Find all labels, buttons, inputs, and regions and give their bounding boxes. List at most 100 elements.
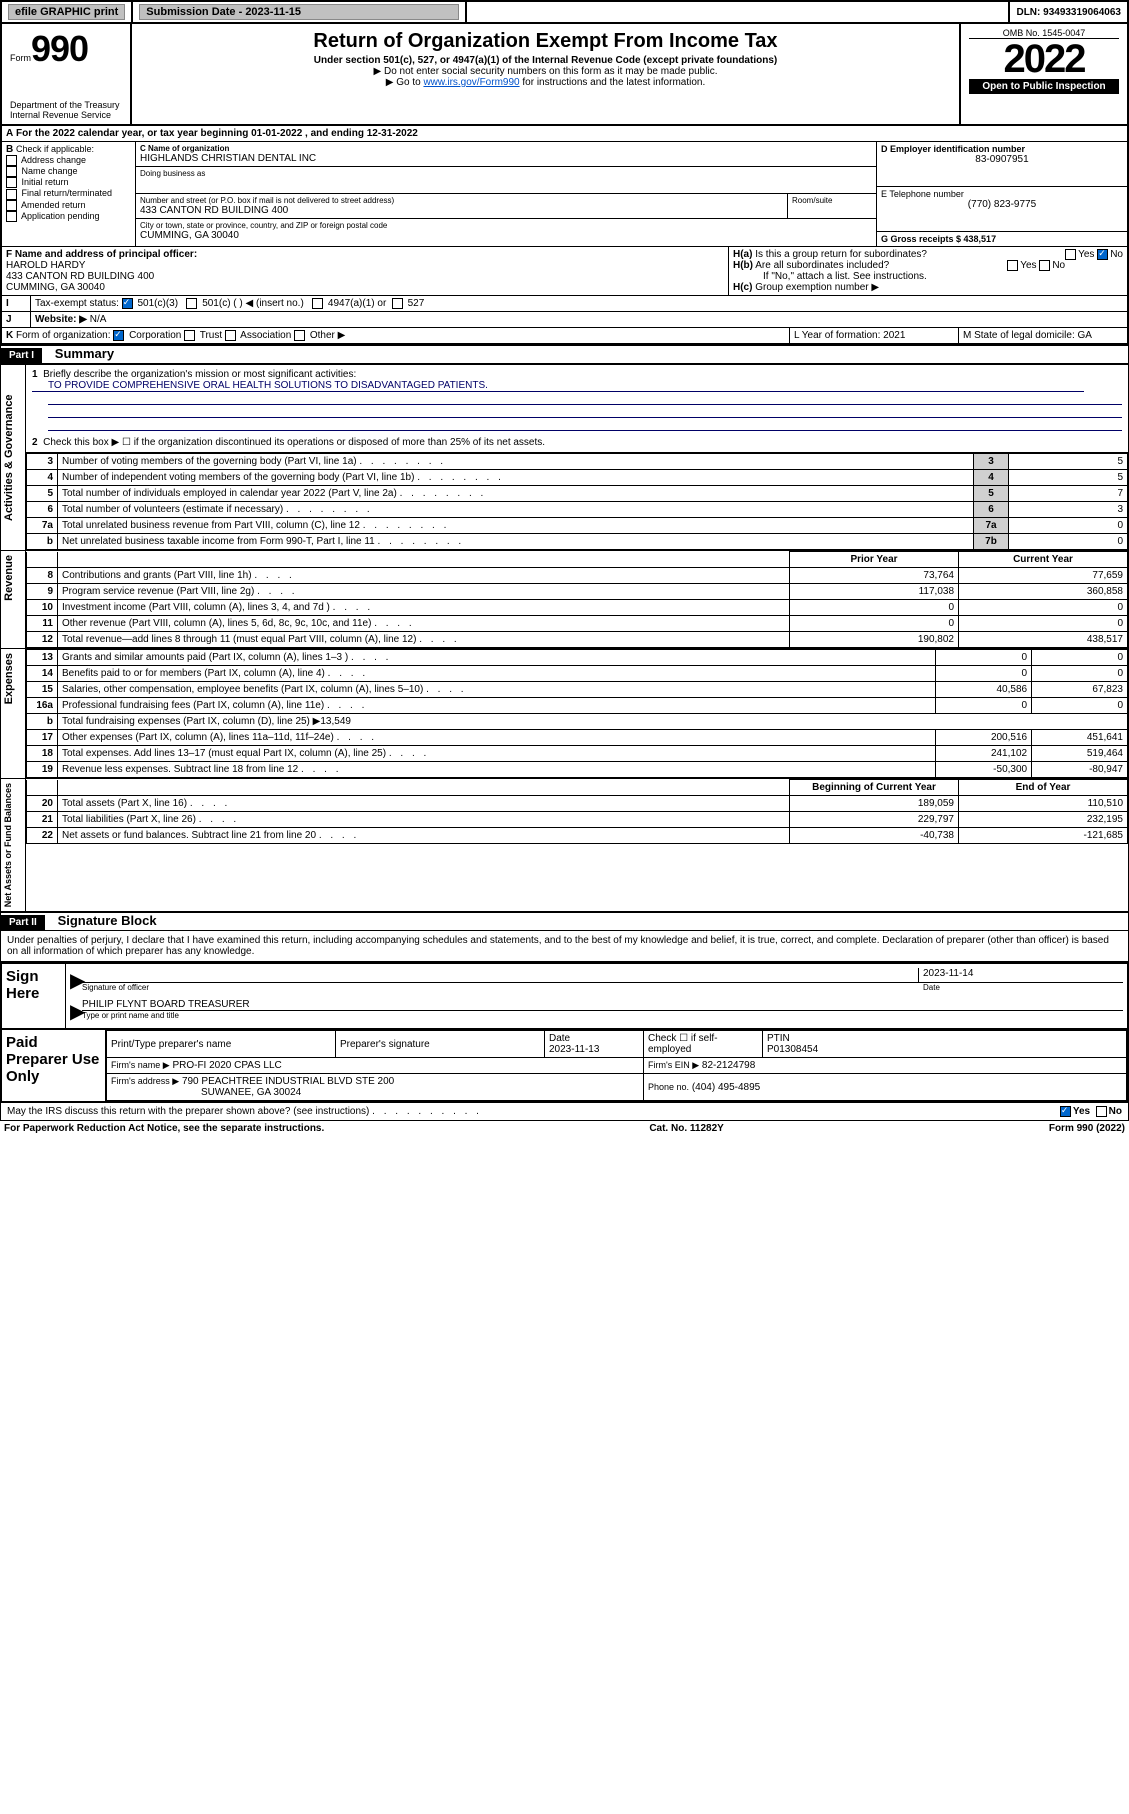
discuss-yes[interactable] [1060,1106,1071,1117]
b-check[interactable] [6,177,17,188]
ssn-warn: ▶ Do not enter social security numbers o… [140,66,951,77]
signame-lbl: Type or print name and title [82,1011,1123,1020]
b-check[interactable] [6,200,17,211]
page-footer: For Paperwork Reduction Act Notice, see … [0,1121,1129,1136]
addr-lbl: Number and street (or P.O. box if mail i… [140,196,783,205]
goto-pre: ▶ Go to [386,77,424,88]
efile-header: efile GRAPHIC print Submission Date - 20… [0,0,1129,24]
dba-lbl: Doing business as [140,169,872,178]
i-501c[interactable] [186,298,197,309]
hb-no[interactable] [1039,260,1050,271]
sig-arrow2-icon: ▶ [70,999,82,1024]
exp-block: Expenses 13Grants and similar amounts pa… [0,649,1129,779]
q1a: TO PROVIDE COMPREHENSIVE ORAL HEALTH SOL… [32,380,1084,392]
paid-lbl: Paid Preparer Use Only [2,1030,106,1101]
row-klm: K Form of organization: Corporation Trus… [0,328,1129,345]
tax-year: 2022 [969,39,1119,79]
b-check[interactable] [6,155,17,166]
fein-lbl: Firm's EIN ▶ [648,1060,699,1070]
subdate-btn[interactable]: Submission Date - 2023-11-15 [139,4,459,20]
fein: 82-2124798 [702,1060,755,1071]
hb-yes[interactable] [1007,260,1018,271]
sig-date: 2023-11-14 [918,968,1123,982]
gov-table: 3Number of voting members of the governi… [26,453,1128,550]
row-i: I Tax-exempt status: 501(c)(3) 501(c) ( … [0,296,1129,312]
ein: 83-0907951 [881,154,1123,165]
room-lbl: Room/suite [792,196,872,205]
sb-exp: Expenses [1,649,17,708]
efile-btn[interactable]: efile GRAPHIC print [8,4,125,20]
sigdate-lbl: Date [923,983,1123,992]
fphone: (404) 495-4895 [692,1082,760,1093]
paid-preparer: Paid Preparer Use Only Print/Type prepar… [0,1030,1129,1103]
b-check[interactable] [6,189,17,200]
i-o1: 501(c) ( ) ◀ (insert no.) [202,298,304,309]
row-fh: F Name and address of principal officer:… [0,247,1129,296]
form-subtitle: Under section 501(c), 527, or 4947(a)(1)… [140,55,951,66]
c-lbl: C Name of organization [140,144,229,153]
i-lbl: Tax-exempt status: [35,298,119,309]
i-4947[interactable] [312,298,323,309]
catno: Cat. No. 11282Y [649,1123,723,1134]
sign-here: Sign Here ▶ 2023-11-14 Signature of offi… [0,962,1129,1030]
irs: Internal Revenue Service [10,110,122,120]
pra: For Paperwork Reduction Act Notice, see … [4,1123,324,1134]
sb-rev: Revenue [1,551,17,605]
k-o1: Trust [200,330,222,341]
phone: (770) 823-9775 [881,199,1123,210]
part2-name: Signature Block [48,913,157,928]
part1-label: Part I [1,348,42,363]
f-lbl: F Name and address of principal officer: [6,249,197,260]
pdate: 2023-11-13 [549,1044,599,1055]
j-lbl: Website: ▶ [35,314,87,325]
i-501c3[interactable] [122,298,133,309]
officer-addr: 433 CANTON RD BUILDING 400 [6,271,724,282]
k-trust[interactable] [184,330,195,341]
website: N/A [90,314,107,325]
pc4: PTIN [767,1033,790,1044]
part2-label: Part II [1,915,45,930]
sb-net: Net Assets or Fund Balances [1,779,15,911]
k-o0: Corporation [129,330,181,341]
l-year: L Year of formation: 2021 [790,328,959,343]
k-assoc[interactable] [225,330,236,341]
goto-post: for instructions and the latest informat… [520,77,706,88]
discuss-no[interactable] [1096,1106,1107,1117]
g-lbl: G Gross receipts $ 438,517 [881,234,1123,244]
k-o2: Association [240,330,291,341]
faddr-lbl: Firm's address ▶ [111,1076,179,1086]
i-527[interactable] [392,298,403,309]
net-table: Beginning of Current YearEnd of Year20To… [26,779,1128,844]
hb: Are all subordinates included? [755,260,889,271]
dln: DLN: 93493319064063 [1010,2,1127,22]
b-check[interactable] [6,166,17,177]
open-public: Open to Public Inspection [969,79,1119,94]
exp-table: 13Grants and similar amounts paid (Part … [26,649,1128,778]
k-corp[interactable] [113,330,124,341]
period: For the 2022 calendar year, or tax year … [16,128,418,139]
b-check[interactable] [6,211,17,222]
form-foot: Form 990 (2022) [1049,1123,1125,1134]
e-lbl: E Telephone number [881,189,1123,199]
ha-yes[interactable] [1065,249,1076,260]
part1-name: Summary [45,346,114,361]
firm-lbl: Firm's name ▶ [111,1060,170,1070]
part2-hdr: Part II Signature Block [0,912,1129,931]
k-lbl: Form of organization: [16,330,111,341]
ptin: P01308454 [767,1044,818,1055]
sign-here-lbl: Sign Here [2,964,66,1028]
pc2: Date [549,1033,570,1044]
k-other[interactable] [294,330,305,341]
ha-no[interactable] [1097,249,1108,260]
city-lbl: City or town, state or province, country… [140,221,872,230]
faddr2: SUWANEE, GA 30024 [111,1087,301,1098]
pc0: Print/Type preparer's name [107,1031,336,1058]
fphone-lbl: Phone no. [648,1082,689,1092]
form-word: Form [10,53,31,63]
goto-link[interactable]: www.irs.gov/Form990 [423,77,519,88]
declaration: Under penalties of perjury, I declare th… [0,931,1129,962]
part1-hdr: Part I Summary [0,345,1129,364]
row-a: A For the 2022 calendar year, or tax yea… [0,126,1129,142]
rev-table: Prior YearCurrent Year8Contributions and… [26,551,1128,648]
faddr1: 790 PEACHTREE INDUSTRIAL BLVD STE 200 [182,1076,394,1087]
